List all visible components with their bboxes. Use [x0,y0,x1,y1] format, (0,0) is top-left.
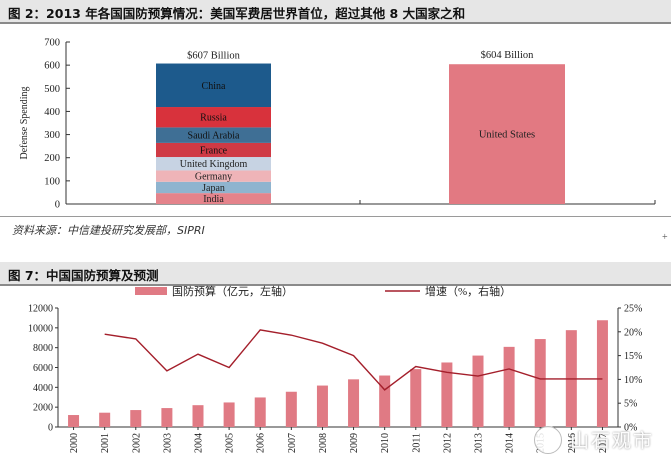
stacked-segment-united-kingdom [156,157,271,171]
left-tick-label: 10000 [28,323,53,334]
right-tick-label: 5% [624,399,637,410]
x-tick-label: 2007 [287,433,298,453]
x-tick-label: 2005 [225,433,236,453]
budget-bar-2002 [130,410,142,427]
budget-bar-2011 [410,369,422,427]
segment-label: Japan [202,183,225,194]
budget-bar-2004 [192,405,204,427]
budget-bar-2010 [379,375,391,427]
budget-bar-2017 [596,320,608,427]
growth-rate-line [104,329,603,391]
budget-bar-2006 [254,397,266,427]
x-tick-label: 2010 [380,433,391,453]
right-tick-label: 10% [624,375,642,386]
left-tick-label: 0 [48,423,53,434]
left-tick-label: 6000 [33,363,53,374]
budget-bar-2000 [68,415,80,427]
segment-label: France [200,145,228,156]
x-tick-label: 2014 [505,433,516,453]
stacked-segment-china [156,63,271,108]
x-tick-label: 2009 [349,433,360,453]
y-axis-label: Defense Spending [19,86,30,159]
figure2-title-bar: 图 2：2013 年各国国防预算情况：美国军费居世界首位，超过其他 8 大国家之… [0,0,671,24]
y-tick-label: 300 [44,130,60,141]
budget-bar-2013 [472,355,484,427]
budget-bar-2014 [503,346,515,427]
right-tick-label: 20% [624,327,642,338]
figure2-source: 资料来源：中信建投研究发展部，SIPRI [12,224,205,237]
y-tick-label: 100 [44,176,60,187]
legend-bar-swatch [135,287,167,295]
x-tick-label: 2004 [194,433,205,453]
stacked-bar-total-label: $607 Billion [187,51,241,62]
budget-bar-2007 [285,391,297,427]
x-tick-label: 2011 [411,433,422,453]
y-tick-label: 0 [55,200,60,211]
side-mark: + [662,232,668,243]
x-tick-label: 2000 [69,433,80,453]
x-tick-label: 2012 [442,433,453,453]
y-tick-label: 500 [44,84,60,95]
figure2-title: 图 2：2013 年各国国防预算情况：美国军费居世界首位，超过其他 8 大国家之… [8,6,466,21]
watermark-text: 山石观市 [570,430,655,452]
y-tick-label: 200 [44,153,60,164]
x-tick-label: 2003 [162,433,173,453]
budget-bar-2015 [534,339,546,427]
right-tick-label: 25% [624,304,642,315]
y-tick-label: 400 [44,107,60,118]
budget-bar-2009 [348,379,360,427]
x-tick-label: 2001 [100,433,111,453]
united-states-total-label: $604 Billion [481,50,535,61]
x-tick-label: 2008 [318,433,329,453]
x-tick-label: 2017 [598,433,609,453]
y-tick-label: 600 [44,61,60,72]
segment-label: United Kingdom [180,159,248,170]
budget-bar-2001 [99,412,111,427]
x-tick-label: 2013 [474,433,485,453]
united-states-bar [449,64,565,205]
legend-line-label: 增速（%，右轴） [425,284,511,298]
legend-bar-label: 国防预算（亿元，左轴） [172,284,293,298]
y-tick-label: 700 [44,38,60,49]
segment-label: Saudi Arabia [188,131,240,142]
figure7-title-bar: 图 7：中国国防预算及预测 [0,262,671,286]
segment-label: Germany [195,172,232,183]
segment-label: China [202,81,226,92]
figure7-title: 图 7：中国国防预算及预测 [8,268,159,283]
x-tick-label: 2006 [256,433,267,453]
left-tick-label: 4000 [33,383,53,394]
segment-label: India [203,194,224,205]
wechat-bubble-icon [534,426,562,454]
stacked-segment-india [156,193,271,204]
stacked-segment-russia [156,107,271,128]
source-divider [0,216,671,217]
budget-bar-2008 [316,385,328,427]
united-states-label: United States [479,130,535,141]
budget-bar-2005 [223,402,235,427]
x-tick-label: 2002 [131,433,142,453]
stacked-segment-japan [156,181,271,194]
x-tick-label: 2016 [567,433,578,453]
stacked-segment-saudi-arabia [156,127,271,143]
segment-label: Russia [200,113,227,124]
stacked-segment-france [156,142,271,158]
left-tick-label: 2000 [33,403,53,414]
budget-bar-2003 [161,408,173,427]
watermark: 山石观市 [530,420,670,460]
figure2-chart: 0 100 200 300 400 500 600 700 Defense Spending In… [19,38,656,211]
right-tick-label: 0% [624,423,637,434]
budget-bar-2012 [441,362,453,427]
left-tick-label: 12000 [28,304,53,315]
stacked-segment-germany [156,170,271,182]
right-tick-label: 15% [624,351,642,362]
left-tick-label: 8000 [33,343,53,354]
